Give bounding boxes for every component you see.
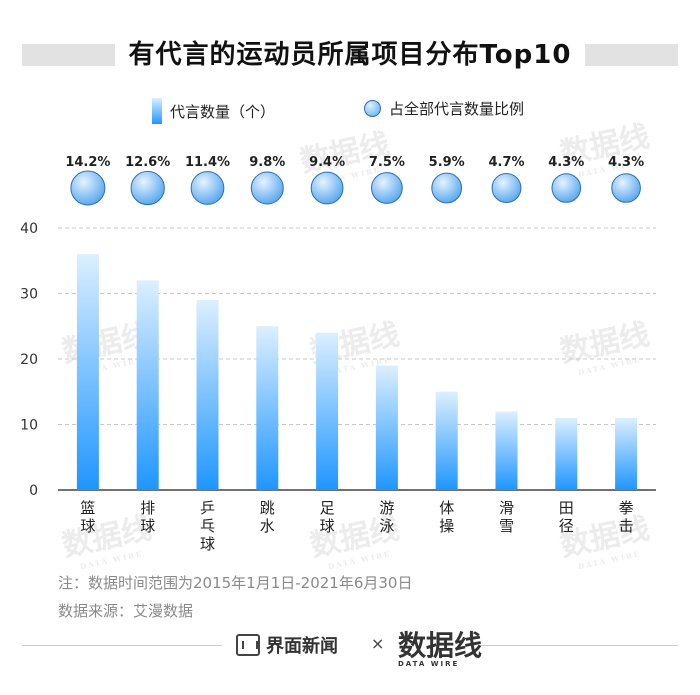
bar: [136, 280, 159, 490]
y-tick-label: 40: [20, 221, 38, 237]
footer-divider-left: [22, 645, 222, 646]
footer-divider-right: [478, 645, 678, 646]
share-bubble: [611, 173, 641, 203]
x-tick-char: 操: [439, 517, 454, 535]
legend-item-share: 占全部代言数量比例: [364, 98, 524, 119]
x-tick-label: 田径: [559, 499, 574, 535]
y-tick-label: 10: [20, 418, 38, 434]
bar: [615, 417, 638, 490]
share-bubble: [431, 172, 463, 204]
datawire-logo: 数据线 DATA WIRE: [398, 629, 483, 668]
legend-count-label: 代言数量（个）: [170, 102, 276, 121]
share-bubble: [551, 173, 582, 203]
share-label: 7.5%: [369, 155, 405, 170]
x-tick-label: 游泳: [379, 499, 394, 535]
x-tick-char: 拳: [619, 499, 634, 517]
times-symbol: ×: [371, 634, 385, 653]
legend: 代言数量（个） 占全部代言数量比例: [0, 98, 700, 126]
x-tick-label: 跳水: [260, 499, 275, 535]
share-bubble: [250, 171, 284, 205]
legend-share-label: 占全部代言数量比例: [389, 100, 525, 118]
share-label: 4.3%: [608, 155, 644, 170]
share-label: 4.7%: [488, 155, 524, 170]
share-label: 5.9%: [429, 155, 465, 170]
x-tick-char: 跳: [260, 499, 275, 517]
share-bubble: [491, 173, 522, 203]
share-label: 11.4%: [185, 155, 230, 170]
footer: 界面新闻 × 数据线 DATA WIRE: [0, 628, 700, 668]
x-tick-label: 排球: [140, 499, 155, 535]
chart-title: 有代言的运动员所属项目分布Top10: [0, 34, 700, 71]
x-tick-char: 雪: [499, 517, 514, 535]
legend-bubble-swatch: [364, 100, 381, 117]
x-tick-label: 足球: [320, 499, 335, 535]
bar: [495, 411, 518, 490]
share-bubble: [310, 171, 344, 205]
legend-item-count: 代言数量（个）: [152, 98, 275, 124]
x-tick-char: 体: [439, 499, 454, 517]
jiemian-logo: 界面新闻: [236, 632, 338, 658]
footnote-source: 数据来源：艾漫数据: [58, 602, 194, 620]
y-tick-label: 20: [20, 352, 38, 368]
x-tick-char: 田: [559, 499, 574, 517]
share-bubble: [70, 170, 106, 206]
x-tick-label: 滑雪: [499, 499, 514, 535]
x-tick-char: 击: [619, 517, 634, 535]
share-label: 12.6%: [125, 155, 170, 170]
y-tick-label: 0: [29, 483, 38, 499]
y-tick-label: 30: [20, 287, 38, 303]
bar: [435, 391, 458, 490]
x-tick-char: 排: [140, 499, 155, 517]
jiemian-icon: [236, 634, 260, 656]
x-tick-char: 足: [320, 499, 335, 517]
bar: [555, 417, 578, 490]
share-bubble: [130, 170, 165, 206]
bar: [76, 254, 99, 490]
x-tick-char: 乒: [200, 499, 215, 517]
x-tick-char: 径: [559, 517, 574, 535]
bar: [316, 332, 339, 490]
x-tick-char: 游: [379, 499, 394, 517]
x-tick-label: 体操: [439, 499, 454, 535]
x-tick-char: 球: [200, 535, 215, 553]
x-tick-char: 球: [320, 517, 335, 535]
share-label: 14.2%: [65, 155, 110, 170]
x-tick-label: 篮球: [80, 499, 95, 535]
legend-bar-swatch: [152, 98, 162, 124]
brand-name: 界面新闻: [266, 636, 338, 657]
share-label: 4.3%: [548, 155, 584, 170]
x-tick-char: 球: [80, 517, 95, 535]
share-label: 9.8%: [249, 155, 285, 170]
x-tick-label: 拳击: [619, 499, 634, 535]
x-tick-char: 球: [140, 517, 155, 535]
share-label: 9.4%: [309, 155, 345, 170]
bar: [256, 326, 279, 490]
x-tick-char: 乓: [200, 517, 215, 535]
share-bubble: [371, 172, 403, 204]
x-tick-char: 水: [260, 517, 275, 535]
x-tick-char: 泳: [379, 517, 394, 535]
bar: [196, 300, 219, 490]
share-bubble: [190, 171, 225, 205]
x-tick-char: 滑: [499, 499, 514, 517]
x-tick-label: 乒乓球: [200, 499, 215, 553]
bar: [375, 365, 398, 490]
footnote-time-range: 注：数据时间范围为2015年1月1日-2021年6月30日: [58, 574, 413, 592]
x-tick-char: 篮: [80, 499, 95, 517]
